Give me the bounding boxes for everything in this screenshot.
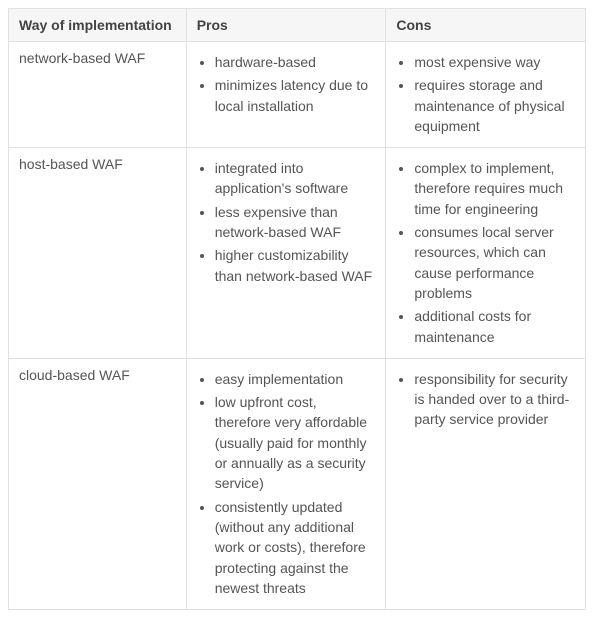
- list-item: most expensive way: [414, 52, 575, 72]
- table-header-row: Way of implementation Pros Cons: [9, 9, 586, 42]
- cell-pros: easy implementation low upfront cost, th…: [186, 358, 386, 609]
- table-row: cloud-based WAF easy implementation low …: [9, 358, 586, 609]
- col-header-way: Way of implementation: [9, 9, 187, 42]
- list-item: less expensive than network-based WAF: [215, 202, 376, 243]
- pros-list: integrated into application's software l…: [197, 158, 376, 286]
- list-item: complex to implement, therefore requires…: [414, 158, 575, 219]
- pros-list: easy implementation low upfront cost, th…: [197, 369, 376, 598]
- cell-cons: responsibility for security is handed ov…: [386, 358, 586, 609]
- list-item: higher customizability than network-base…: [215, 245, 376, 286]
- cell-cons: most expensive way requires storage and …: [386, 42, 586, 148]
- col-header-pros: Pros: [186, 9, 386, 42]
- list-item: hardware-based: [215, 52, 376, 72]
- col-header-cons: Cons: [386, 9, 586, 42]
- cell-pros: hardware-based minimizes latency due to …: [186, 42, 386, 148]
- cell-way: cloud-based WAF: [9, 358, 187, 609]
- list-item: easy implementation: [215, 369, 376, 389]
- list-item: additional costs for maintenance: [414, 306, 575, 347]
- list-item: consistently updated (without any additi…: [215, 497, 376, 598]
- cons-list: responsibility for security is handed ov…: [396, 369, 575, 430]
- list-item: low upfront cost, therefore very afforda…: [215, 392, 376, 493]
- cons-list: most expensive way requires storage and …: [396, 52, 575, 136]
- cell-way: network-based WAF: [9, 42, 187, 148]
- table-row: host-based WAF integrated into applicati…: [9, 148, 586, 359]
- cell-way: host-based WAF: [9, 148, 187, 359]
- list-item: responsibility for security is handed ov…: [414, 369, 575, 430]
- list-item: integrated into application's software: [215, 158, 376, 199]
- table-row: network-based WAF hardware-based minimiz…: [9, 42, 586, 148]
- cell-pros: integrated into application's software l…: [186, 148, 386, 359]
- list-item: requires storage and maintenance of phys…: [414, 75, 575, 136]
- list-item: consumes local server resources, which c…: [414, 222, 575, 303]
- list-item: minimizes latency due to local installat…: [215, 75, 376, 116]
- cons-list: complex to implement, therefore requires…: [396, 158, 575, 347]
- waf-comparison-table: Way of implementation Pros Cons network-…: [8, 8, 586, 610]
- pros-list: hardware-based minimizes latency due to …: [197, 52, 376, 116]
- cell-cons: complex to implement, therefore requires…: [386, 148, 586, 359]
